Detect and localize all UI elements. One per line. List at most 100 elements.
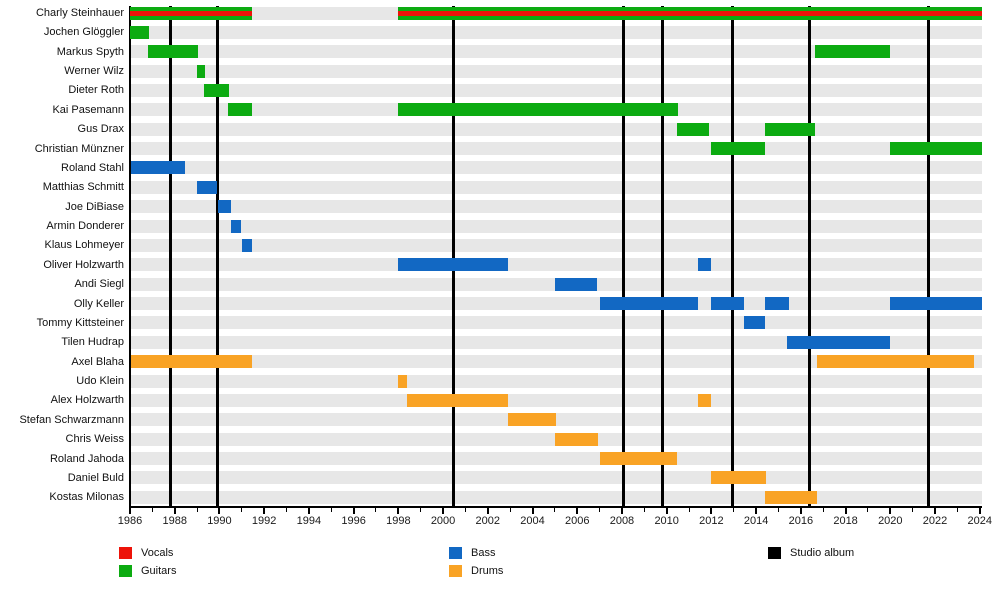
axis-minor-tick <box>599 508 601 512</box>
tenure-bar-drums <box>711 471 767 485</box>
axis-tick-label: 1990 <box>207 515 232 527</box>
axis-minor-tick <box>912 508 914 512</box>
axis-minor-tick <box>509 508 511 512</box>
axis-tick-label: 2004 <box>520 515 545 527</box>
member-name-label: Axel Blaha <box>71 355 124 368</box>
axis-minor-tick <box>867 508 869 512</box>
member-row-track <box>130 142 982 156</box>
tenure-bar-guitars <box>130 25 149 39</box>
tenure-bar-drums <box>407 393 508 407</box>
axis-tick-label: 1986 <box>117 515 143 527</box>
member-name-label: Joe DiBiase <box>65 200 124 213</box>
member-row-track <box>130 83 982 97</box>
legend-swatch-bass <box>449 547 462 559</box>
member-row-track <box>130 45 982 59</box>
axis-major-tick <box>576 508 579 514</box>
tenure-bar-drums <box>698 393 712 407</box>
axis-minor-tick <box>956 508 958 512</box>
member-name-label: Markus Spyth <box>56 45 124 58</box>
axis-major-tick <box>397 508 400 514</box>
tenure-bar-guitars <box>203 83 230 97</box>
legend-swatch-drums <box>449 565 462 577</box>
member-row-track <box>130 413 982 427</box>
member-name-label: Daniel Buld <box>67 471 124 484</box>
member-row-track <box>130 219 982 233</box>
member-name-label: Kostas Milonas <box>49 491 124 504</box>
member-name-label: Andi Siegl <box>74 278 124 291</box>
tenure-bar-bass <box>765 297 789 311</box>
member-row-track <box>130 452 982 465</box>
tenure-bar-bass <box>241 238 252 252</box>
axis-major-tick <box>531 508 534 514</box>
x-axis-line <box>129 506 982 508</box>
axis-minor-tick <box>286 508 288 512</box>
axis-minor-tick <box>330 508 332 512</box>
member-name-label: Christian Münzner <box>34 142 124 155</box>
tenure-bar-vocals <box>398 10 982 16</box>
axis-minor-tick <box>375 508 377 512</box>
member-name-label: Werner Wilz <box>64 65 124 78</box>
axis-major-tick <box>307 508 310 514</box>
studio-album-line <box>731 6 735 506</box>
axis-minor-tick <box>464 508 466 512</box>
member-row-track <box>130 64 982 78</box>
axis-tick-label: 1988 <box>162 515 187 527</box>
axis-minor-tick <box>196 508 198 512</box>
axis-tick-label: 2016 <box>788 515 814 527</box>
tenure-bar-bass <box>197 180 218 194</box>
axis-minor-tick <box>420 508 422 512</box>
tenure-bar-bass <box>743 316 766 330</box>
member-row-track <box>130 258 982 272</box>
member-name-label: Dieter Roth <box>68 84 124 97</box>
member-row-track <box>130 25 982 39</box>
member-row-track <box>130 122 982 136</box>
member-row-track <box>130 335 982 349</box>
axis-major-tick <box>620 508 623 514</box>
legend-label-bass: Bass <box>471 547 496 559</box>
axis-minor-tick <box>733 508 735 512</box>
tenure-bar-drums <box>398 374 408 388</box>
tenure-bar-bass <box>599 297 698 311</box>
member-name-label: Klaus Lohmeyer <box>44 239 125 252</box>
member-name-label: Jochen Glöggler <box>43 26 124 39</box>
member-name-label: Udo Klein <box>76 375 124 388</box>
member-name-label: Gus Drax <box>77 123 124 136</box>
legend-label-vocals: Vocals <box>141 547 174 559</box>
tenure-bar-bass <box>698 258 712 272</box>
axis-tick-label: 2014 <box>743 515 769 527</box>
member-name-label: Stefan Schwarzmann <box>19 413 124 426</box>
studio-album-line <box>168 6 172 506</box>
axis-tick-label: 2000 <box>430 515 456 527</box>
studio-album-line <box>621 6 625 506</box>
axis-tick-label: 2022 <box>922 515 948 527</box>
tenure-bar-bass <box>787 335 891 349</box>
axis-major-tick <box>486 508 489 514</box>
member-name-label: Armin Donderer <box>46 220 124 233</box>
axis-major-tick <box>129 508 131 514</box>
axis-tick-label: 2006 <box>564 515 590 527</box>
axis-major-tick <box>755 508 758 514</box>
tenure-bar-drums <box>599 452 677 465</box>
legend-label-guitars: Guitars <box>141 565 177 577</box>
member-row-track <box>130 374 982 388</box>
legend-label-drums: Drums <box>471 565 504 577</box>
tenure-bar-guitars <box>765 122 816 136</box>
member-row-track <box>130 393 982 407</box>
axis-tick-label: 1994 <box>296 515 322 527</box>
tenure-bar-drums <box>554 432 599 446</box>
tenure-bar-drums <box>507 413 556 427</box>
axis-tick-label: 2012 <box>699 515 724 527</box>
studio-album-line <box>215 6 219 506</box>
axis-tick-label: 1996 <box>341 515 366 527</box>
tenure-bar-guitars <box>228 103 252 117</box>
member-row-track <box>130 161 982 175</box>
member-name-label: Alex Holzwarth <box>50 394 124 407</box>
axis-major-tick <box>263 508 266 514</box>
tenure-bar-guitars <box>197 64 205 78</box>
member-name-label: Roland Stahl <box>61 161 124 174</box>
studio-album-line <box>808 6 812 506</box>
axis-tick-label: 1992 <box>251 515 277 527</box>
axis-tick-label: 2020 <box>878 515 903 527</box>
tenure-bar-drums <box>765 490 817 504</box>
member-name-label: Matthias Schmitt <box>42 181 124 194</box>
